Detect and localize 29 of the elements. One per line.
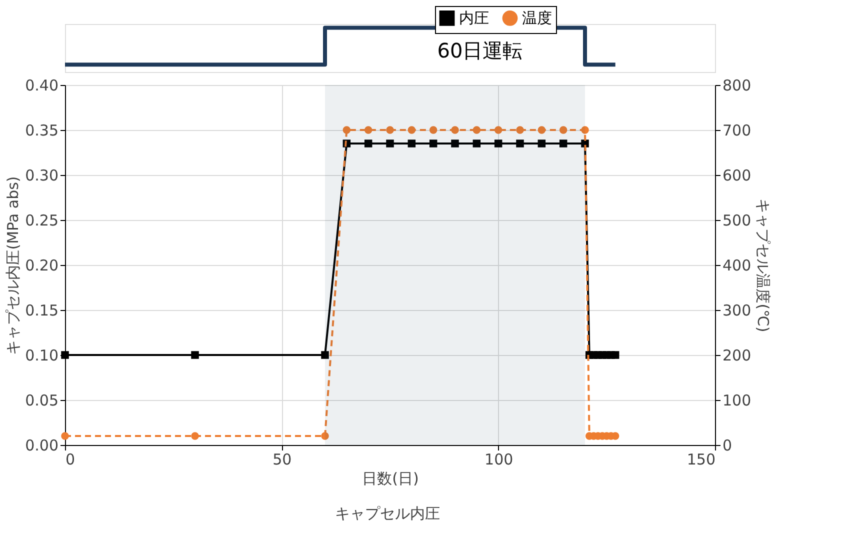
y2-tick-label: 700 <box>722 122 752 140</box>
y2-tick-label: 500 <box>722 212 752 230</box>
y2-tick-label: 200 <box>722 346 752 364</box>
y-tick-label: 0.30 <box>25 166 58 184</box>
legend-label: 内圧 <box>459 9 489 28</box>
y-tick-label: 0.00 <box>25 436 58 454</box>
text: キャプセル内圧 <box>335 504 440 522</box>
x-tick-label: 150 <box>686 450 716 468</box>
y-axis-title: キャプセル内圧(MPa abs) <box>4 176 22 355</box>
y2-tick-label: 600 <box>722 166 752 184</box>
band-label: 60日運転 <box>437 38 523 63</box>
y2-tick-label: 0 <box>722 436 732 454</box>
y-tick-label: 0.20 <box>25 256 58 274</box>
y2-axis-title: キャプセル温度(℃) <box>754 198 772 332</box>
y2-tick-label: 800 <box>722 76 752 94</box>
y-tick-label: 0.25 <box>25 212 58 230</box>
y2-tick-label: 400 <box>722 256 752 274</box>
y-tick-label: 0.10 <box>25 346 58 364</box>
y2-tick-label: 100 <box>722 392 752 410</box>
x-tick-label: 50 <box>272 450 292 468</box>
y2-tick-label: 300 <box>722 302 752 320</box>
x-axis-title: 日数(日) <box>362 470 419 488</box>
y-tick-label: 0.05 <box>25 392 58 410</box>
x-tick-label: 0 <box>66 450 76 468</box>
x-tick-label: 100 <box>484 450 514 468</box>
y-tick-label: 0.35 <box>25 122 58 140</box>
y-tick-label: 0.15 <box>25 302 58 320</box>
y-tick-label: 0.40 <box>25 76 58 94</box>
legend-label: 温度 <box>522 9 552 28</box>
